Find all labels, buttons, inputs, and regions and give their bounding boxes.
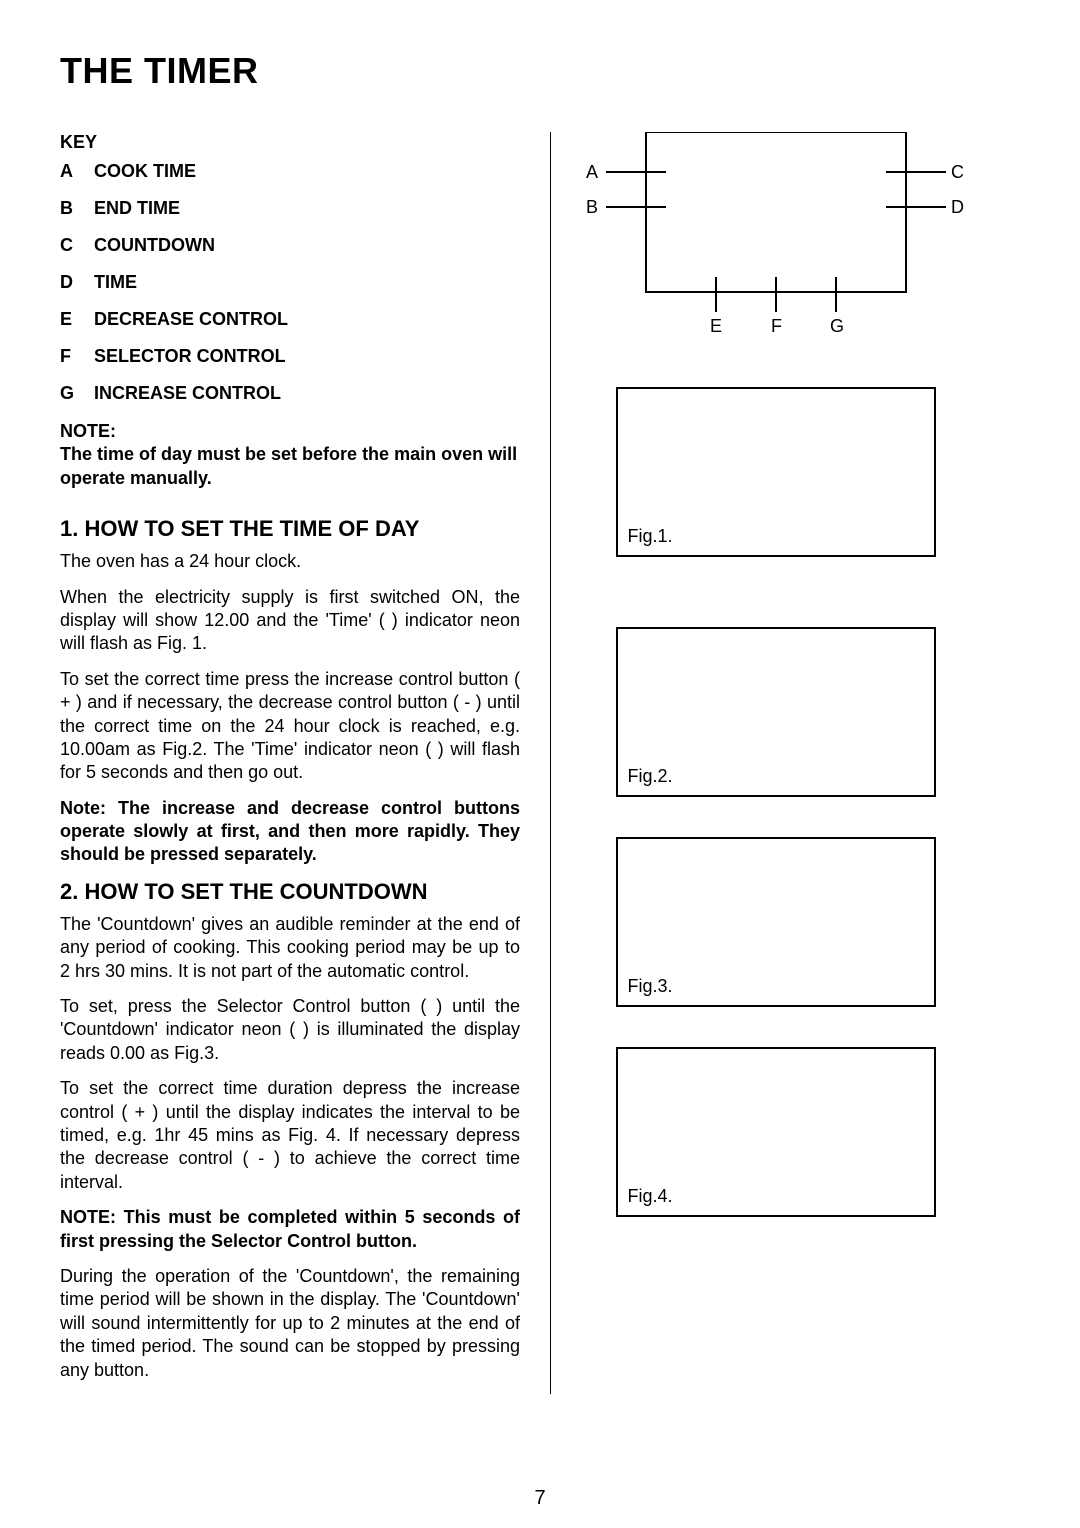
key-item-a: A COOK TIME	[60, 161, 520, 182]
key-letter: A	[60, 161, 94, 182]
section-1-p2: When the electricity supply is first swi…	[60, 586, 520, 656]
figure-2-label: Fig.2.	[628, 766, 673, 787]
figure-1-label: Fig.1.	[628, 526, 673, 547]
key-heading: KEY	[60, 132, 520, 153]
key-letter: E	[60, 309, 94, 330]
page-title: THE TIMER	[60, 50, 1020, 92]
section-2-p3: To set the correct time duration depress…	[60, 1077, 520, 1194]
section-2-heading: 2. HOW TO SET THE COUNTDOWN	[60, 879, 520, 905]
section-1-p3: To set the correct time press the increa…	[60, 668, 520, 785]
note-body: The time of day must be set before the m…	[60, 443, 520, 490]
key-item-b: B END TIME	[60, 198, 520, 219]
key-label: COUNTDOWN	[94, 235, 215, 256]
key-item-c: C COUNTDOWN	[60, 235, 520, 256]
diagram-label-d: D	[951, 197, 964, 217]
figure-3: Fig.3.	[616, 837, 936, 1007]
section-1-p1: The oven has a 24 hour clock.	[60, 550, 520, 573]
key-item-e: E DECREASE CONTROL	[60, 309, 520, 330]
key-item-d: D TIME	[60, 272, 520, 293]
key-item-g: G INCREASE CONTROL	[60, 383, 520, 404]
figure-4: Fig.4.	[616, 1047, 936, 1217]
key-label: COOK TIME	[94, 161, 196, 182]
diagram-label-c: C	[951, 162, 964, 182]
figure-2: Fig.2.	[616, 627, 936, 797]
section-2-p1: The 'Countdown' gives an audible reminde…	[60, 913, 520, 983]
figure-3-label: Fig.3.	[628, 976, 673, 997]
section-2-p4: During the operation of the 'Countdown',…	[60, 1265, 520, 1382]
left-column: KEY A COOK TIME B END TIME C COUNTDOWN D…	[60, 132, 520, 1394]
page-number: 7	[534, 1487, 545, 1510]
key-item-f: F SELECTOR CONTROL	[60, 346, 520, 367]
timer-diagram: A B C D E F	[586, 132, 966, 347]
key-letter: F	[60, 346, 94, 367]
diagram-label-a: A	[586, 162, 598, 182]
key-label: END TIME	[94, 198, 180, 219]
key-letter: D	[60, 272, 94, 293]
note-heading: NOTE:	[60, 420, 520, 443]
section-1-note: Note: The increase and decrease control …	[60, 797, 520, 867]
key-letter: G	[60, 383, 94, 404]
figure-4-label: Fig.4.	[628, 1186, 673, 1207]
key-label: TIME	[94, 272, 137, 293]
diagram-label-e: E	[710, 316, 722, 336]
right-column: A B C D E F	[550, 132, 970, 1394]
section-2-note: NOTE: This must be completed within 5 se…	[60, 1206, 520, 1253]
diagram-svg: A B C D E F	[586, 132, 966, 342]
section-1-heading: 1. HOW TO SET THE TIME OF DAY	[60, 516, 520, 542]
section-2-p2: To set, press the Selector Control butto…	[60, 995, 520, 1065]
figure-1: Fig.1.	[616, 387, 936, 557]
key-letter: C	[60, 235, 94, 256]
diagram-label-g: G	[830, 316, 844, 336]
key-label: INCREASE CONTROL	[94, 383, 281, 404]
key-label: SELECTOR CONTROL	[94, 346, 286, 367]
key-letter: B	[60, 198, 94, 219]
diagram-label-f: F	[771, 316, 782, 336]
key-label: DECREASE CONTROL	[94, 309, 288, 330]
diagram-label-b: B	[586, 197, 598, 217]
